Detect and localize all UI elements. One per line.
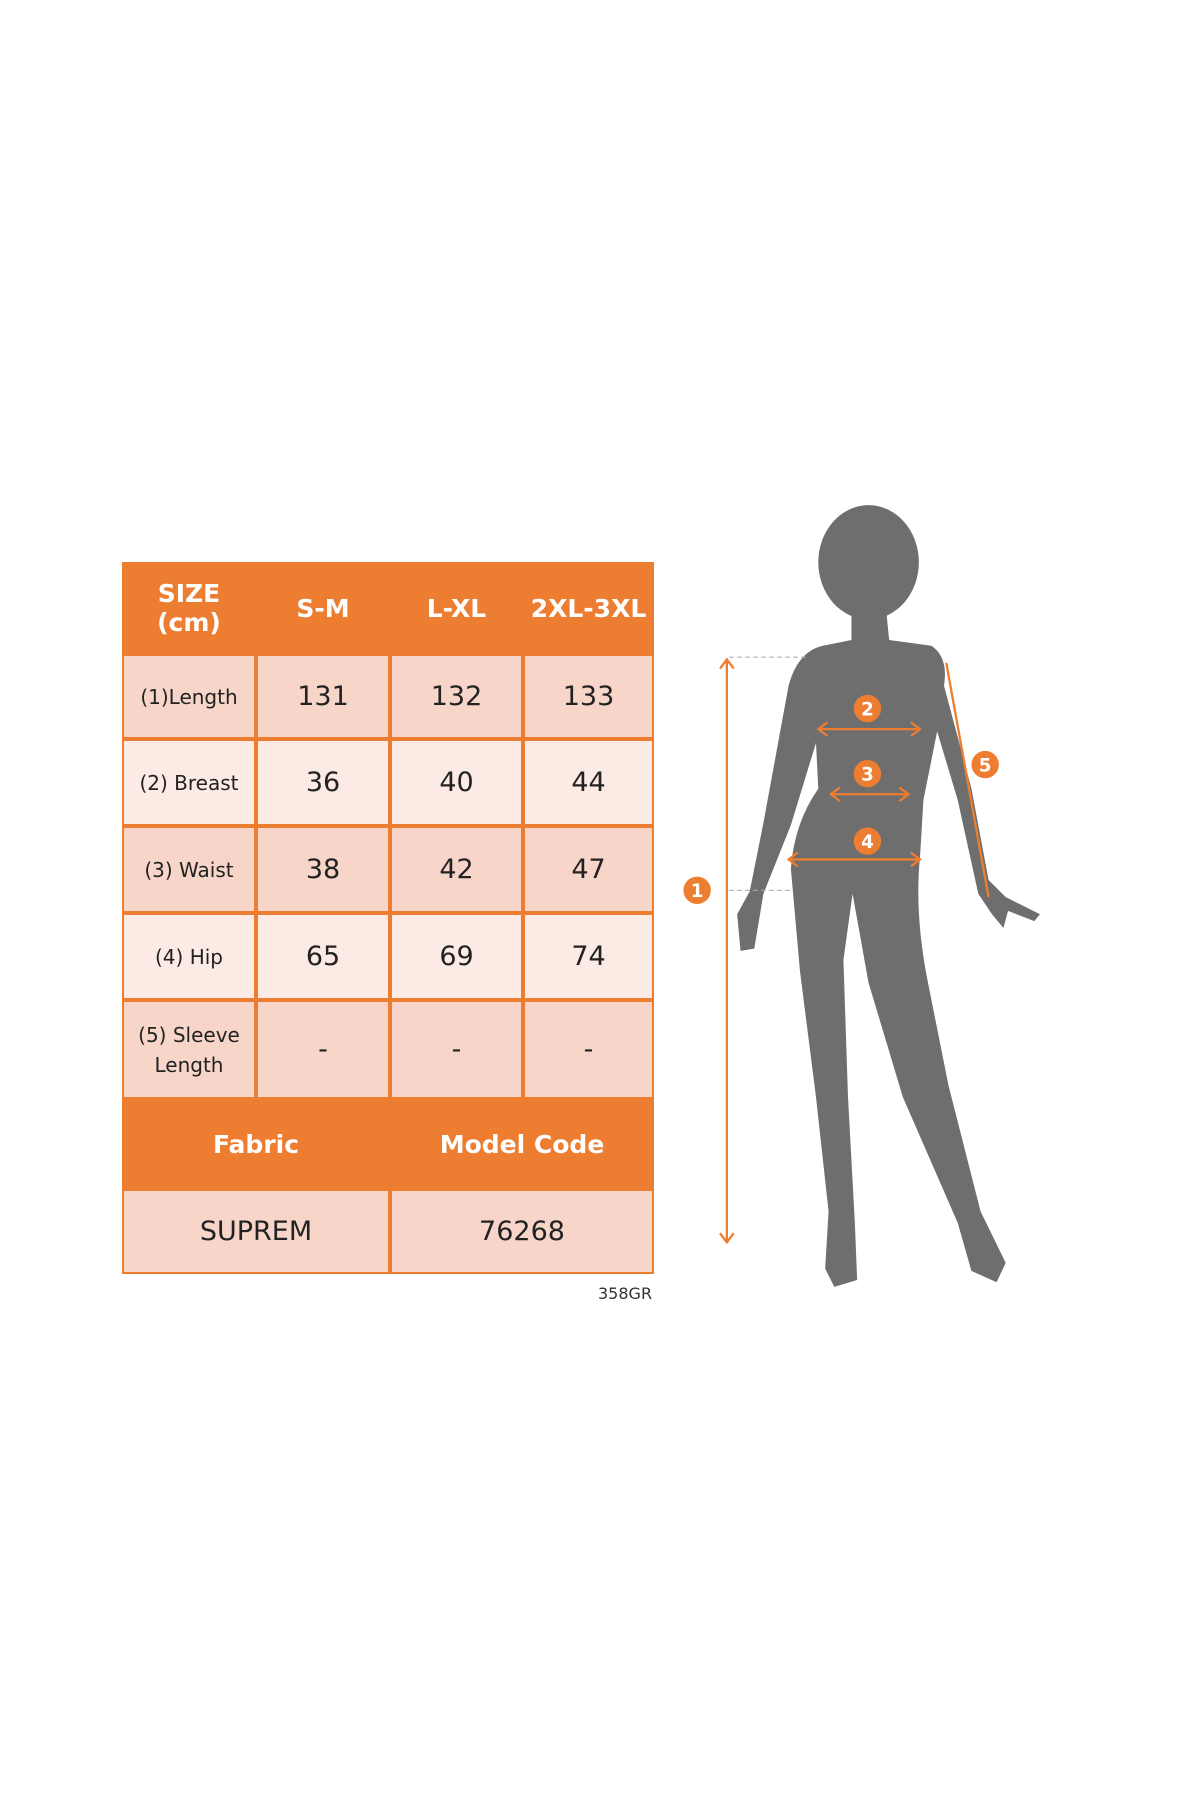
head — [818, 505, 919, 620]
size-value-cell: 69 — [392, 915, 521, 998]
footer-value-cell-text: SUPREM — [199, 1216, 313, 1247]
row-label: (1)Length — [124, 656, 254, 737]
marker-3-label: 3 — [861, 765, 874, 786]
header-cell: 2XL-3XL — [525, 564, 652, 652]
size-value-cell-text: 38 — [305, 854, 341, 885]
header-cell: SIZE (cm) — [124, 564, 254, 652]
size-value-cell-text: 42 — [439, 854, 474, 885]
size-value-cell-text: - — [451, 1034, 462, 1065]
header-cell: L-XL — [392, 564, 521, 652]
size-value-cell-text: 65 — [305, 941, 341, 972]
marker-5-label: 5 — [979, 755, 992, 776]
marker-2-circle — [853, 694, 882, 723]
size-value-cell: 65 — [258, 915, 388, 998]
marker-4-label: 4 — [861, 832, 874, 853]
marker-2-label: 2 — [861, 699, 874, 720]
marker-3-circle — [853, 760, 882, 788]
row-label: (3) Waist — [124, 828, 254, 911]
size-value-cell: 36 — [258, 741, 388, 824]
row-label: (4) Hip — [124, 915, 254, 998]
size-value-cell: 132 — [392, 656, 521, 737]
header-cell-text: L-XL — [426, 593, 487, 623]
size-value-cell: 38 — [258, 828, 388, 911]
footer-value-cell-text: 76268 — [479, 1216, 565, 1247]
row-label: (2) Breast — [124, 741, 254, 824]
size-value-cell-text: 40 — [439, 767, 474, 798]
size-value-cell: - — [392, 1002, 521, 1097]
row-label-text: (4) Hip — [155, 944, 223, 969]
size-table: SIZE (cm) S-M L-XL 2XL-3XL (1)Length 131 132 13… — [122, 562, 654, 1274]
size-value-cell-text: 131 — [297, 681, 349, 712]
size-value-cell: 131 — [258, 656, 388, 737]
size-value-cell: - — [258, 1002, 388, 1097]
size-value-cell: 133 — [525, 656, 652, 737]
header-cell-text: S-M — [296, 593, 350, 623]
row-label: (5) Sleeve Length — [124, 1002, 254, 1097]
footer-value-cell: 76268 — [392, 1191, 652, 1272]
size-value-cell-text: 132 — [430, 681, 483, 712]
header-cell-text: SIZE (cm) — [157, 579, 221, 637]
size-value-cell-text: - — [583, 1034, 594, 1065]
size-value-cell-text: 74 — [571, 941, 606, 972]
marker-1-label: 1 — [691, 881, 704, 902]
size-value-cell-text: 44 — [571, 767, 606, 798]
size-value-cell-text: 69 — [439, 941, 474, 972]
footer-header-cell: Fabric — [124, 1101, 388, 1187]
header-cell: S-M — [258, 564, 388, 652]
footer-header-cell-text: Model Code — [439, 1129, 605, 1159]
size-value-cell-text: 133 — [562, 681, 615, 712]
size-value-cell: 74 — [525, 915, 652, 998]
size-value-cell-text: 36 — [305, 767, 341, 798]
body — [737, 605, 1040, 1287]
footer-value-cell: SUPREM — [124, 1191, 388, 1272]
row-label-text: (1)Length — [140, 684, 238, 709]
size-value-cell: 42 — [392, 828, 521, 911]
marker-5-circle — [971, 750, 999, 779]
size-value-cell: 47 — [525, 828, 652, 911]
size-value-cell-text: 47 — [571, 854, 606, 885]
marker-1-circle — [683, 876, 711, 904]
size-value-cell: - — [525, 1002, 652, 1097]
sleeve-arrow — [945, 662, 990, 898]
size-value-cell-text: - — [318, 1034, 328, 1065]
silhouette — [737, 505, 1040, 1287]
product-code-note: 358GR — [598, 1284, 653, 1303]
size-value-cell: 40 — [392, 741, 521, 824]
header-cell-text: 2XL-3XL — [530, 593, 647, 623]
footer-header-cell-text: Fabric — [212, 1129, 300, 1159]
row-label-text: (3) Waist — [144, 857, 234, 882]
size-value-cell: 44 — [525, 741, 652, 824]
marker-4-circle — [853, 827, 882, 855]
row-label-text: (5) Sleeve Length — [138, 1022, 240, 1077]
footer-header-cell: Model Code — [392, 1101, 652, 1187]
row-label-text: (2) Breast — [139, 770, 239, 795]
